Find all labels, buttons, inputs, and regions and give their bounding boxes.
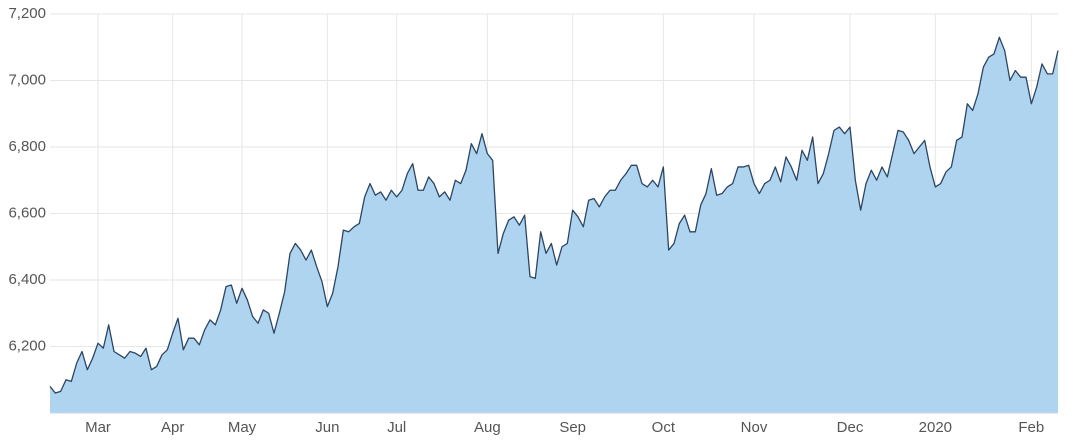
x-tick-label: Aug xyxy=(474,419,501,436)
x-tick-label: Apr xyxy=(161,419,184,436)
x-tick-label: May xyxy=(228,419,257,436)
y-tick-label: 6,200 xyxy=(8,337,46,354)
x-tick-label: Jul xyxy=(387,419,406,436)
x-tick-label: 2020 xyxy=(919,419,952,436)
x-tick-label: Dec xyxy=(837,419,864,436)
area xyxy=(50,37,1058,413)
x-tick-label: Sep xyxy=(559,419,586,436)
x-tick-label: Jun xyxy=(315,419,339,436)
y-tick-label: 7,000 xyxy=(8,71,46,88)
y-tick-label: 6,800 xyxy=(8,138,46,155)
y-tick-label: 6,600 xyxy=(8,204,46,221)
y-tick-label: 6,400 xyxy=(8,271,46,288)
y-tick-label: 7,200 xyxy=(8,5,46,22)
x-tick-label: Nov xyxy=(741,419,768,436)
x-tick-label: Feb xyxy=(1018,419,1044,436)
x-tick-label: Mar xyxy=(85,419,111,436)
x-tick-label: Oct xyxy=(652,419,676,436)
line xyxy=(49,36,1059,394)
